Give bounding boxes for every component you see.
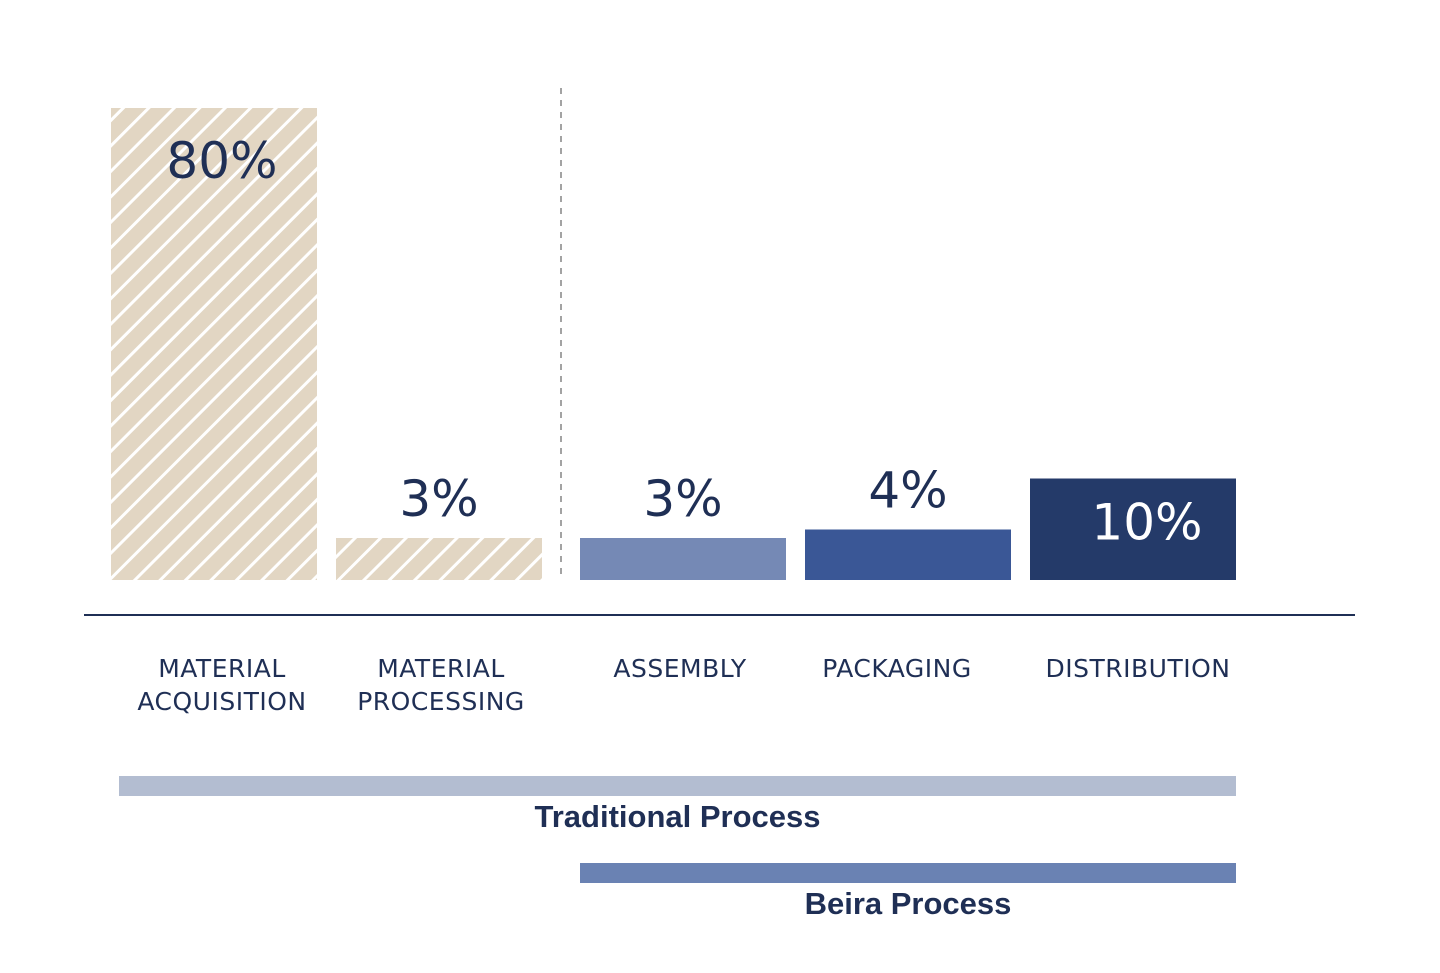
bar-distribution (1030, 478, 1236, 580)
bar-assembly (580, 538, 786, 580)
category-label-material-acquisition-line2: ACQUISITION (137, 687, 306, 716)
value-label-packaging: 4% (868, 462, 947, 520)
traditional-process-bar (119, 776, 1236, 796)
value-label-material-processing: 3% (399, 470, 478, 528)
category-label-material-acquisition-line1: MATERIAL (158, 654, 286, 683)
beira-process-bar (580, 863, 1236, 883)
category-label-assembly: ASSEMBLY (613, 654, 746, 683)
bar-packaging (805, 529, 1011, 580)
category-label-material-processing-line2: PROCESSING (357, 687, 525, 716)
value-label-material-acquisition: 80% (166, 132, 277, 190)
traditional-process-label: Traditional Process (535, 799, 821, 834)
beira-process-label: Beira Process (805, 886, 1012, 921)
bar-material-processing (336, 538, 542, 580)
category-label-material-processing-line1: MATERIAL (377, 654, 505, 683)
category-label-packaging: PACKAGING (822, 654, 972, 683)
value-label-assembly: 3% (643, 470, 722, 528)
bar-material-acquisition (111, 108, 317, 580)
category-label-distribution: DISTRIBUTION (1046, 654, 1231, 683)
value-label-distribution: 10% (1091, 494, 1202, 552)
